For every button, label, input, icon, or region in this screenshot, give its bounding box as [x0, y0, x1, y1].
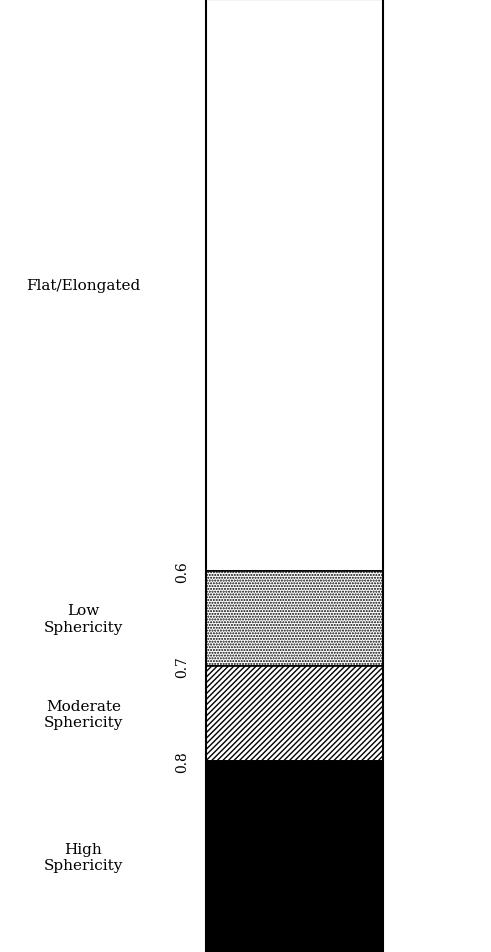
- Text: 0.7: 0.7: [175, 656, 189, 677]
- Text: Low
Sphericity: Low Sphericity: [44, 604, 123, 634]
- Text: 0.8: 0.8: [175, 751, 189, 772]
- Bar: [206, 0, 383, 952]
- Bar: [206, 571, 383, 666]
- Bar: [206, 762, 383, 952]
- Bar: [206, 666, 383, 762]
- Text: Moderate
Sphericity: Moderate Sphericity: [44, 699, 123, 729]
- Text: Flat/Elongated: Flat/Elongated: [27, 279, 140, 292]
- Text: High
Sphericity: High Sphericity: [44, 842, 123, 872]
- Bar: [206, 0, 383, 571]
- Text: 0.6: 0.6: [175, 561, 189, 582]
